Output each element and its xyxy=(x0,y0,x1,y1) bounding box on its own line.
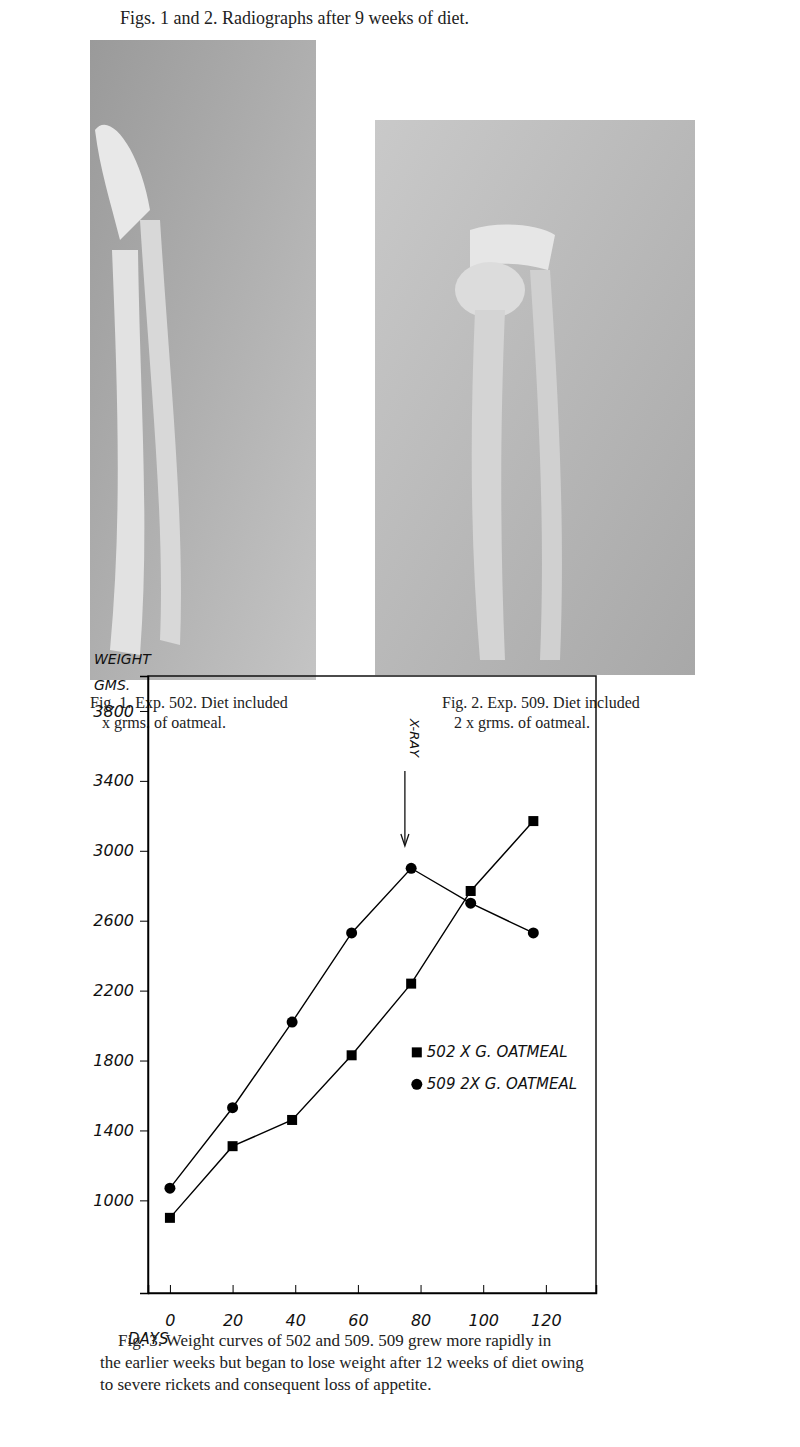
y-tick: 3000 xyxy=(93,841,148,860)
legend-label: 502 X G. OATMEAL xyxy=(427,1043,568,1061)
series-line xyxy=(170,821,533,1218)
legend-label: 509 2X G. OATMEAL xyxy=(427,1075,577,1093)
tick-label: 60 xyxy=(348,1311,368,1330)
data-point xyxy=(465,898,476,909)
tick-label: 1400 xyxy=(93,1121,134,1140)
x-tick: 0 xyxy=(165,1285,175,1330)
legend-marker xyxy=(412,1047,422,1057)
y-tick: 2600 xyxy=(93,911,148,930)
tick-label: 2200 xyxy=(93,981,134,1000)
data-point xyxy=(406,979,416,989)
data-point xyxy=(406,863,417,874)
x-tick: 100 xyxy=(468,1285,499,1330)
tick-mark xyxy=(140,781,148,782)
data-point xyxy=(227,1102,238,1113)
tick-label: 20 xyxy=(223,1311,243,1330)
tick-mark xyxy=(140,711,148,712)
caption: the earlier weeks but began to lose weig… xyxy=(100,1353,584,1372)
bone xyxy=(140,220,181,645)
axis-line xyxy=(140,677,149,1294)
tick-mark xyxy=(546,1285,547,1293)
tick-mark xyxy=(170,1285,171,1293)
caption: Fig. 3. Weight curves of 502 and 509. 50… xyxy=(118,1331,552,1350)
bone xyxy=(110,250,144,655)
tick-mark xyxy=(140,851,148,852)
tick-mark xyxy=(140,921,148,922)
arrow-head xyxy=(401,834,409,846)
x-tick: 120 xyxy=(531,1285,562,1330)
series-line xyxy=(170,868,533,1188)
tick-label: 120 xyxy=(531,1311,562,1330)
tick-mark xyxy=(421,1285,422,1293)
x-axis: 0 20 40 60 80 100 120 xyxy=(149,1285,597,1330)
data-point xyxy=(287,1017,298,1028)
legend-marker xyxy=(411,1079,422,1090)
data-point xyxy=(466,886,476,896)
tick-mark xyxy=(140,991,148,992)
tick-label: 3400 xyxy=(93,771,134,790)
x-tick: 80 xyxy=(411,1285,431,1330)
x-tick: 40 xyxy=(286,1285,306,1330)
y-tick: 1400 xyxy=(93,1121,148,1140)
tick-mark xyxy=(358,1285,359,1293)
plot-frame xyxy=(148,676,596,1293)
data-point xyxy=(228,1141,238,1151)
figure-caption: Fig. 2. Exp. 509. Diet included xyxy=(442,694,640,712)
tick-label: 3800 xyxy=(93,702,134,721)
radiograph-bg xyxy=(375,120,695,675)
data-point xyxy=(346,927,357,938)
tick-mark xyxy=(295,1285,296,1293)
caption: to severe rickets and consequent loss of… xyxy=(100,1375,431,1394)
data-point xyxy=(165,1213,175,1223)
y-tick: 2200 xyxy=(93,981,148,1000)
data-point xyxy=(287,1115,297,1125)
radiograph xyxy=(90,40,316,680)
header: Figs. 1 and 2. Radiographs after 9 weeks… xyxy=(120,8,469,28)
figure-caption: 2 x grms. of oatmeal. xyxy=(454,714,590,732)
tick-label: 40 xyxy=(286,1311,306,1330)
annotation-arrow xyxy=(404,771,405,844)
data-point xyxy=(347,1050,357,1060)
tick-label: 3000 xyxy=(93,841,134,860)
tick-label: 80 xyxy=(411,1311,431,1330)
plot-area xyxy=(164,816,538,1223)
tick-label: 1000 xyxy=(93,1191,134,1210)
tick-label: 1800 xyxy=(93,1051,134,1070)
page: Figs. 1 and 2. Radiographs after 9 weeks… xyxy=(0,0,800,1447)
bone xyxy=(95,125,150,240)
y-axis-title: WEIGHTGMS. xyxy=(94,651,152,693)
x-tick: 20 xyxy=(223,1285,243,1330)
x-tick: 60 xyxy=(348,1285,368,1330)
y-tick: 3800 xyxy=(93,702,148,721)
annotation: X-RAY xyxy=(407,718,422,758)
tick-mark xyxy=(233,1285,234,1293)
y-axis: 1000 1400 1800 2200 2600 3000 3400 3800 xyxy=(93,677,148,1294)
tick-label: 100 xyxy=(468,1311,499,1330)
radiograph xyxy=(375,120,695,675)
legend: 502 X G. OATMEAL 509 2X G. OATMEAL xyxy=(411,1043,577,1093)
tick-mark xyxy=(140,1061,148,1062)
radiograph-bg xyxy=(90,40,316,680)
data-point xyxy=(164,1183,175,1194)
tick-label: 2600 xyxy=(93,911,134,930)
tick-mark xyxy=(483,1285,484,1293)
tick-mark xyxy=(140,1200,148,1201)
data-point xyxy=(528,816,538,826)
bone xyxy=(455,262,525,318)
axis-line xyxy=(149,1285,597,1294)
y-tick: 1000 xyxy=(93,1191,148,1210)
bone xyxy=(472,310,505,660)
tick-mark xyxy=(140,1130,148,1131)
data-point xyxy=(528,927,539,938)
tick-label: 0 xyxy=(165,1311,175,1330)
y-tick: 1800 xyxy=(93,1051,148,1070)
bone xyxy=(530,270,562,660)
y-tick: 3400 xyxy=(93,771,148,790)
